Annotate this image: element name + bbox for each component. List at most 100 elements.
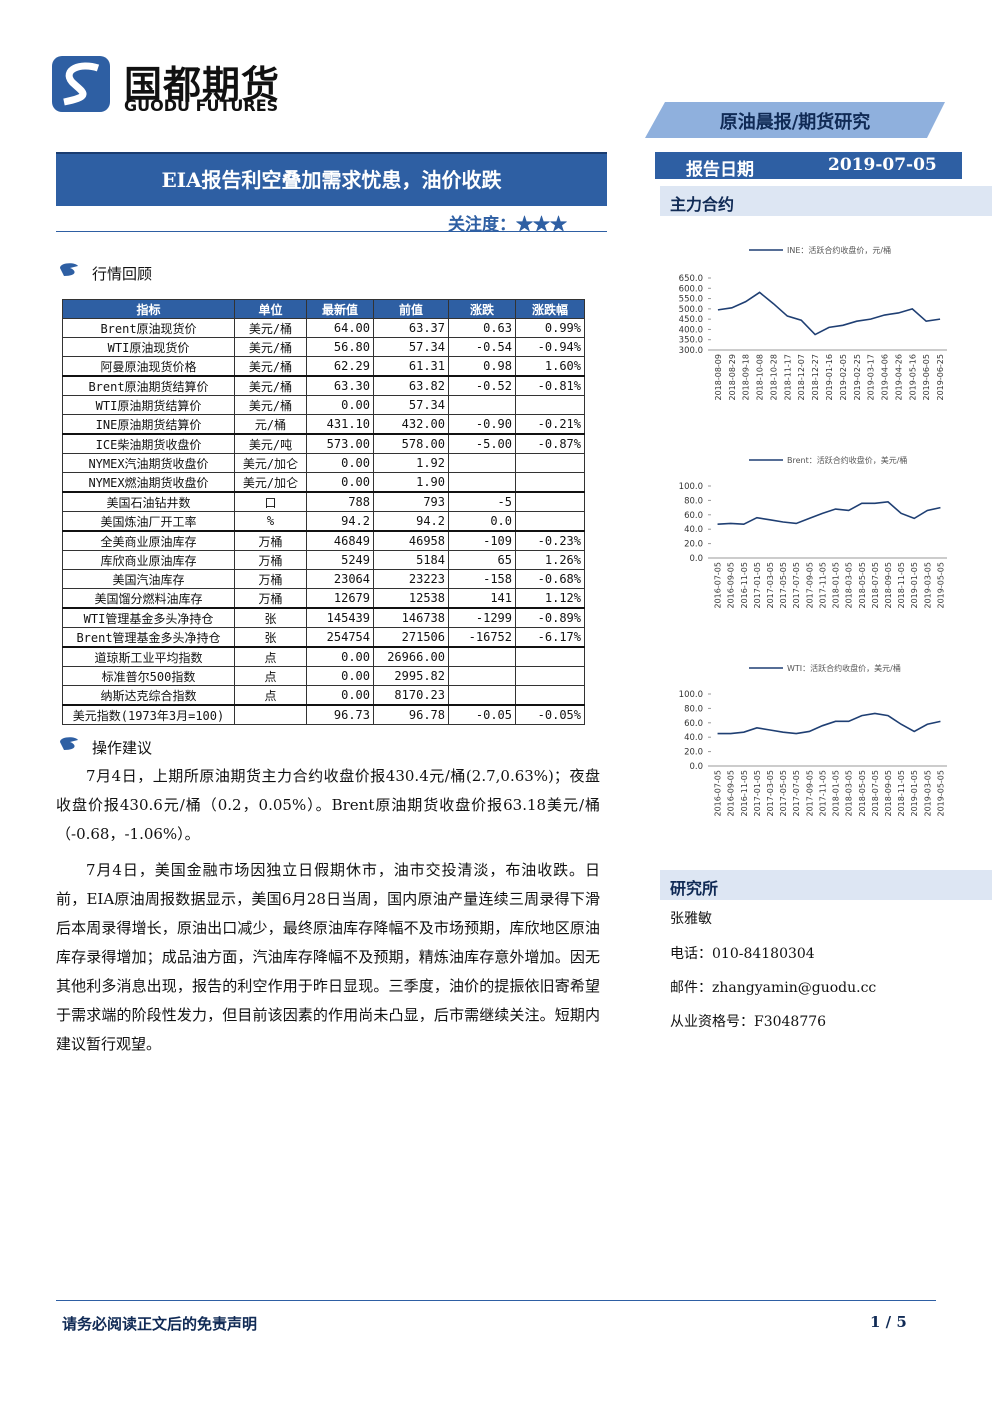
table-cell: 63.82 xyxy=(373,375,449,396)
table-cell: -0.52 xyxy=(448,375,516,396)
table-row: 美国炼油厂开工率% 94.2 94.2 0.0 xyxy=(62,511,585,532)
x-tick-label: 2019-03-05 xyxy=(923,770,932,817)
table-cell: 788 xyxy=(306,491,374,512)
table-cell: 万桶 xyxy=(234,550,307,570)
attention: 关注度：★★★ xyxy=(448,210,567,235)
x-tick-label: 2018-09-05 xyxy=(884,770,893,817)
x-tick-label: 2018-11-17 xyxy=(783,354,792,401)
table-cell: 432.00 xyxy=(373,414,449,435)
empty-cell xyxy=(515,395,585,415)
table-cell: 元/桶 xyxy=(234,414,307,435)
table-cell: 26966.00 xyxy=(373,646,449,667)
section-title: 主力合约 xyxy=(670,195,735,214)
table-cell: 254754 xyxy=(306,627,374,648)
table-cell: 23064 xyxy=(306,569,374,589)
y-tick-label: 0.0 xyxy=(689,762,703,772)
table-cell: -5 xyxy=(448,491,516,512)
x-tick-label: 2019-05-05 xyxy=(936,562,945,609)
table-cell: 0.63 xyxy=(448,318,516,338)
header-cell: 单位 xyxy=(234,299,307,319)
x-tick-label: 2019-05-05 xyxy=(936,770,945,817)
market-table: 指标 单位 最新值 前值 涨跌 涨跌幅 Brent原油现货价 美元/桶 64.00 63.37 0.… xyxy=(62,299,585,725)
table-cell: 点 xyxy=(234,646,307,667)
y-tick-label: 20.0 xyxy=(684,748,703,758)
y-tick-label: 550.0 xyxy=(679,295,703,305)
table-cell: -0.81% xyxy=(515,375,585,396)
header-cell: 涨跌幅 xyxy=(515,299,585,319)
chart: INE：活跃合约收盘价，元/桶 300.0350.0400.0450.0500.0… xyxy=(679,245,947,401)
paragraph: 7月4日，上期所原油期货主力合约收盘价报430.4元/桶(2.7,0.63%)；… xyxy=(56,767,600,843)
table-cell: -0.05% xyxy=(515,704,585,725)
y-tick-label: 100.0 xyxy=(679,690,703,700)
table-cell: 1.90 xyxy=(373,472,449,493)
table-cell: 12538 xyxy=(373,588,449,609)
empty-cell xyxy=(234,704,307,725)
table-row: Brent原油现货价 美元/桶 64.00 63.37 0.63 0.99% xyxy=(62,318,585,338)
table-cell: -0.89% xyxy=(515,607,585,628)
table-cell: 美元/桶 xyxy=(234,395,307,415)
report-title: EIA报告利空叠加需求忧患，油价收跌 xyxy=(161,168,502,192)
x-tick-label: 2018-10-28 xyxy=(769,354,778,401)
y-tick-label: 650.0 xyxy=(679,274,703,284)
table-cell: -0.87% xyxy=(515,433,585,454)
legend-label: WTI：活跃合约收盘价，美元/桶 xyxy=(787,663,901,673)
x-tick-label: 2019-06-05 xyxy=(922,354,931,401)
section-band xyxy=(660,870,992,900)
table-cell: 63.30 xyxy=(306,375,374,396)
table-cell: Brent原油现货价 xyxy=(62,318,235,338)
phone: 电话：010-84180304 xyxy=(670,946,815,962)
table-cell: 口 xyxy=(234,491,307,512)
x-tick-label: 2019-04-26 xyxy=(894,354,903,401)
empty-cell xyxy=(448,685,516,706)
table-cell: 全美商业原油库存 xyxy=(62,530,235,551)
table-row: WTI原油期货结算价 美元/桶 0.00 57.34 xyxy=(62,395,585,415)
table-cell: 23223 xyxy=(373,569,449,589)
x-tick-label: 2017-11-05 xyxy=(818,770,827,817)
y-tick-label: 80.0 xyxy=(684,496,703,506)
y-tick-label: 60.0 xyxy=(684,511,703,521)
attention-stars: ★★★ xyxy=(516,215,567,235)
table-cell: 94.2 xyxy=(373,511,449,532)
table-cell: 万桶 xyxy=(234,588,307,609)
header-cell: 前值 xyxy=(373,299,449,319)
table-cell: 道琼斯工业平均指数 xyxy=(62,646,235,667)
table-cell: 2995.82 xyxy=(373,666,449,686)
table-row: 美元指数(1973年3月=100) 96.73 96.78 -0.05 -0.05% xyxy=(62,704,585,725)
table-row: NYMEX汽油期货收盘价 美元/加仑 0.00 1.92 xyxy=(62,453,585,473)
x-tick-label: 2019-03-17 xyxy=(867,354,876,401)
y-tick-label: 40.0 xyxy=(684,733,703,743)
x-tick-label: 2017-07-05 xyxy=(792,562,801,609)
table-cell: 12679 xyxy=(306,588,374,609)
empty-cell xyxy=(515,685,585,706)
table-cell: -6.17% xyxy=(515,627,585,648)
x-tick-label: 2016-09-05 xyxy=(727,770,736,817)
table-cell: -109 xyxy=(448,530,516,551)
x-tick-label: 2019-06-25 xyxy=(936,354,945,401)
table-cell: % xyxy=(234,511,307,532)
paragraph: 7月4日，美国金融市场因独立日假期休市，油市交投清淡，布油收跌。日前，EIA原油… xyxy=(56,861,600,1053)
rule xyxy=(56,231,607,232)
legend-label: Brent：活跃合约收盘价，美元/桶 xyxy=(787,455,907,465)
x-tick-label: 2018-03-05 xyxy=(845,562,854,609)
y-tick-label: 450.0 xyxy=(679,315,703,325)
x-tick-label: 2018-08-29 xyxy=(728,354,737,401)
table-row: 美国汽油库存 万桶 23064 23223 -158 -0.68% xyxy=(62,569,585,589)
y-tick-label: 60.0 xyxy=(684,719,703,729)
logo-icon xyxy=(52,56,110,112)
line xyxy=(717,291,941,336)
table-cell: 0.00 xyxy=(306,646,374,667)
x-tick-label: 2018-10-08 xyxy=(756,354,765,401)
empty-cell xyxy=(448,453,516,473)
table-cell: 46958 xyxy=(373,530,449,551)
table-cell: 美国炼油厂开工率 xyxy=(62,511,235,532)
table-cell: 5249 xyxy=(306,550,374,570)
empty-cell xyxy=(515,453,585,473)
table-cell: 1.26% xyxy=(515,550,585,570)
table-cell: 57.34 xyxy=(373,395,449,415)
table-cell: 美国汽油库存 xyxy=(62,569,235,589)
table-cell: 578.00 xyxy=(373,433,449,454)
table-cell: 点 xyxy=(234,685,307,706)
table-cell: 万桶 xyxy=(234,530,307,551)
chart: WTI：活跃合约收盘价，美元/桶 0.0 20.0 40.0 60.0 80.0 100.0… xyxy=(679,663,947,817)
